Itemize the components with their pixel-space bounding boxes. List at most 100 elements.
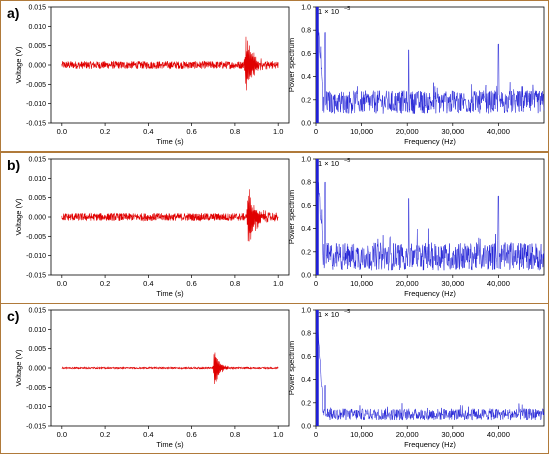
x-axis-label: Frequency (Hz) [404,289,456,298]
y-tick-label: 0.005 [28,43,46,50]
y-scale-label: 1 × 10 [318,159,339,168]
x-tick-label: 10,000 [350,127,373,136]
y-tick-label: -0.010 [26,101,46,108]
x-tick-label: 30,000 [441,279,464,288]
x-tick-label: 40,000 [487,279,510,288]
x-tick-label: 0.0 [57,127,67,136]
panel-a: 0.015 0.010 0.005 0.000 -0.005 -0.010 -0.015 0.… [0,0,549,152]
x-tick-label: 40,000 [487,127,510,136]
y-tick-label: 0.4 [301,74,311,81]
panel-c-plots: 0.015 0.010 0.005 0.000 -0.005 -0.010 -0.015 0.… [14,308,545,449]
x-tick-label: 20,000 [396,127,419,136]
y-tick-label: -0.010 [26,253,46,260]
y-tick-label: 0.2 [301,249,311,256]
low-frequency-peak [316,7,319,123]
x-tick-label: 1.0 [273,279,283,288]
spectrum-plot-frame [315,6,545,124]
y-tick-label: 0.0 [301,273,311,280]
y-tick-label: 0.000 [28,63,46,70]
y-tick-label: 1.0 [301,5,311,12]
y-scale-label: 1 × 10 [318,7,339,16]
y-tick-label: 0.0 [301,121,311,128]
x-tick-label: 0.4 [143,430,153,439]
x-axis-label: Frequency (Hz) [404,440,456,449]
y-axis-label: Power spectrum [287,190,296,244]
x-tick-label: 0.4 [143,279,153,288]
y-axis-label: Power spectrum [287,341,296,395]
y-tick-label: -0.015 [26,273,46,280]
y-tick-label: -0.015 [26,121,46,128]
y-tick-label: 0.8 [301,28,311,35]
power-spectrum-series [316,158,545,271]
x-tick-label: 30,000 [441,430,464,439]
x-tick-label: 20,000 [396,279,419,288]
y-tick-label: 0.8 [301,180,311,187]
y-tick-label: 0.2 [301,97,311,104]
x-tick-label: 0.4 [143,127,153,136]
x-tick-label: 0 [314,127,318,136]
y-tick-label: 1.0 [301,308,311,315]
y-scale-exponent: −5 [344,309,350,315]
x-tick-label: 0.6 [186,127,196,136]
x-tick-label: 0.8 [230,127,240,136]
low-frequency-peak [316,159,319,275]
y-tick-label: 0.010 [28,327,46,334]
x-tick-label: 0 [314,279,318,288]
y-axis-label: Power spectrum [287,38,296,92]
y-tick-label: 0.000 [28,215,46,222]
x-tick-label: 0.6 [186,430,196,439]
y-scale-exponent: −5 [344,158,350,164]
y-tick-label: 0.010 [28,24,46,31]
spectrum-plot-frame [315,309,545,427]
y-scale-exponent: −5 [344,6,350,12]
y-tick-label: 0.0 [301,424,311,431]
x-tick-label: 0.2 [100,279,110,288]
voltage-series [61,189,279,242]
y-tick-label: 0.4 [301,226,311,233]
y-tick-label: 0.000 [28,366,46,373]
x-axis-label: Time (s) [156,137,184,146]
y-axis-label: Voltage (V) [14,198,23,236]
y-tick-label: 0.015 [28,157,46,164]
y-tick-label: -0.015 [26,424,46,431]
panel-b-plots: 0.015 0.010 0.005 0.000 -0.005 -0.010 -0.015 0.… [14,157,545,298]
y-tick-label: 0.2 [301,400,311,407]
low-frequency-peak [316,310,319,426]
x-tick-label: 1.0 [273,127,283,136]
y-axis-label: Voltage (V) [14,46,23,84]
y-scale-label: 1 × 10 [318,310,339,319]
y-tick-label: -0.005 [26,82,46,89]
x-tick-label: 0.8 [230,430,240,439]
y-tick-label: 0.005 [28,346,46,353]
x-tick-label: 40,000 [487,430,510,439]
x-tick-label: 1.0 [273,430,283,439]
panel-b: 0.015 0.010 0.005 0.000 -0.005 -0.010 -0.015 0.… [0,152,549,304]
y-tick-label: 0.4 [301,377,311,384]
x-tick-label: 0.6 [186,279,196,288]
x-tick-label: 0.2 [100,127,110,136]
y-tick-label: 0.015 [28,5,46,12]
y-tick-label: -0.005 [26,385,46,392]
voltage-series [61,36,279,91]
x-tick-label: 0 [314,430,318,439]
y-tick-label: 0.005 [28,195,46,202]
y-tick-label: 1.0 [301,157,311,164]
y-tick-label: 0.010 [28,176,46,183]
x-axis-label: Frequency (Hz) [404,137,456,146]
power-spectrum-series [316,309,545,422]
y-tick-label: -0.005 [26,234,46,241]
y-tick-label: 0.8 [301,331,311,338]
power-spectrum-series [316,6,545,114]
y-tick-label: 0.6 [301,51,311,58]
x-tick-label: 20,000 [396,430,419,439]
x-tick-label: 0.0 [57,430,67,439]
x-tick-label: 10,000 [350,430,373,439]
x-tick-label: 30,000 [441,127,464,136]
x-tick-label: 0.2 [100,430,110,439]
x-tick-label: 10,000 [350,279,373,288]
y-tick-label: 0.6 [301,203,311,210]
x-axis-label: Time (s) [156,289,184,298]
panel-label: c) [7,308,20,324]
y-tick-label: -0.010 [26,404,46,411]
